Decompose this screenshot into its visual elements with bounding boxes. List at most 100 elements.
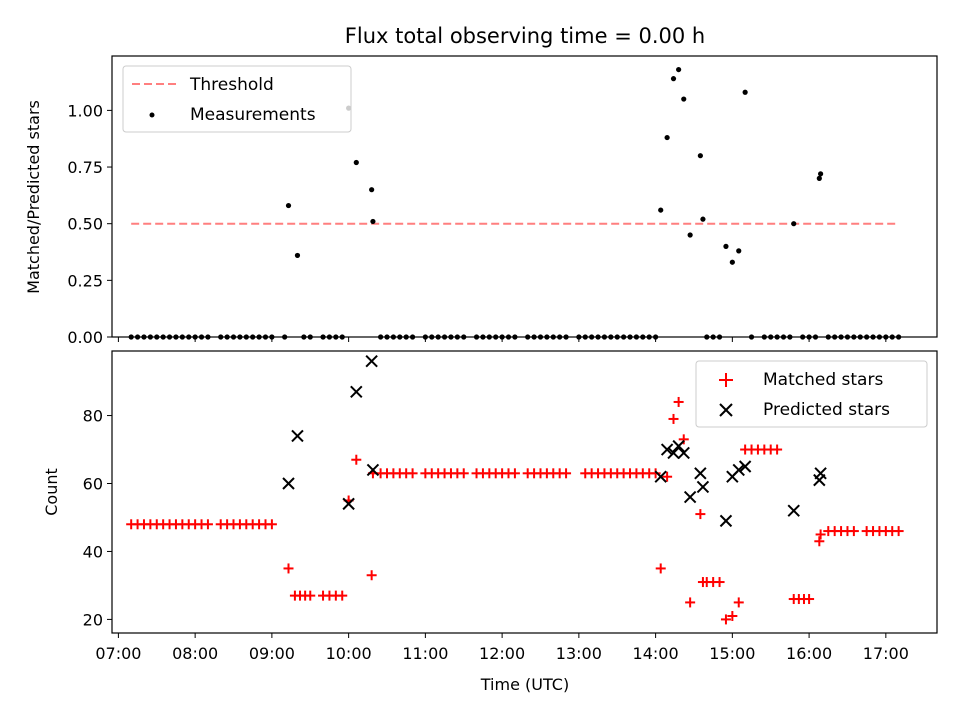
x-tick-label: 16:00: [786, 644, 832, 663]
matched-star-point: [673, 396, 684, 407]
predicted-star-point: [350, 385, 363, 398]
measurement-point: [370, 218, 376, 225]
predicted-star-point: [677, 446, 690, 460]
matched-star-point: [685, 597, 696, 608]
predicted-star-point: [282, 477, 295, 490]
bottom-plot-frame: [111, 350, 938, 634]
matched-star-point: [662, 471, 673, 482]
x-tick-label: 13:00: [556, 644, 602, 663]
x-tick-label: 08:00: [172, 644, 218, 663]
bottom-legend-box: [695, 360, 928, 428]
x-tick-label: 14:00: [633, 644, 679, 663]
predicted-star-point: [814, 467, 827, 480]
top-y-tick-label: 0.75: [67, 158, 103, 177]
top-y-tick-label: 0.50: [67, 215, 103, 234]
matched-star-point: [733, 597, 744, 608]
measurement-point: [687, 232, 693, 238]
top-chart-title: Flux total observing time = 0.00 h: [345, 24, 705, 48]
bottom-x-ticks: 07:00 08:00 09:00 10:00 11:00 12:00 13:00 14:00…: [95, 633, 909, 663]
measurement-point: [816, 175, 822, 181]
matched-star-point: [458, 468, 469, 479]
measurement-point: [294, 252, 301, 259]
matched-star-point: [351, 454, 362, 465]
measurement-point: [676, 66, 682, 73]
x-tick-label: 09:00: [249, 644, 295, 663]
matched-star-point: [727, 611, 738, 622]
matched-star-point: [772, 444, 783, 455]
predicted-star-point: [366, 463, 380, 477]
matched-star-point: [814, 536, 825, 547]
top-y-tick-label: 0.00: [67, 328, 103, 347]
predicted-stars-points: [282, 354, 827, 528]
top-y-tick-label: 0.25: [67, 271, 103, 290]
x-axis-label: Time (UTC): [480, 675, 569, 694]
predicted-star-point: [719, 514, 733, 528]
x-tick-label: 15:00: [709, 644, 755, 663]
matched-star-point: [650, 468, 661, 479]
matched-star-point: [266, 519, 277, 530]
predicted-star-point: [683, 490, 697, 504]
bottom-y-tick-label: 40: [83, 542, 103, 561]
predicted-star-point: [667, 446, 680, 460]
matched-star-point: [714, 577, 725, 588]
matched-star-point: [202, 519, 213, 530]
predicted-star-point: [365, 354, 378, 368]
measurement-point: [742, 89, 748, 95]
matched-star-point: [720, 614, 731, 625]
measurement-point: [791, 221, 797, 227]
x-tick-label: 17:00: [863, 644, 909, 663]
measurement-point: [818, 171, 824, 177]
legend-matched-swatch: [719, 373, 733, 387]
top-plot-frame: [111, 55, 938, 338]
matched-star-point: [366, 570, 377, 581]
measurement-point: [700, 216, 706, 222]
legend-threshold-label: Threshold: [189, 75, 274, 95]
matched-star-point: [407, 468, 418, 479]
x-tick-label: 12:00: [479, 644, 525, 663]
bottom-y-ticks: 20 40 60 80: [83, 407, 112, 629]
top-x-ticks: [117, 337, 887, 342]
measurement-point: [729, 259, 735, 265]
legend-predicted-swatch: [719, 403, 733, 417]
top-y-ticks: 0.00 0.25 0.50 0.75 1.00: [67, 101, 112, 347]
measurement-point: [723, 243, 729, 249]
legend-measurements-label: Measurements: [190, 105, 316, 125]
matched-star-point: [695, 509, 706, 520]
x-tick-label: 10:00: [326, 644, 372, 663]
measurement-point: [664, 134, 670, 141]
measurement-point: [369, 187, 375, 193]
bottom-y-tick-label: 20: [83, 610, 103, 629]
bottom-legend: Matched stars Predicted stars: [695, 360, 928, 428]
top-panel: Flux total observing time = 0.00 h Match…: [24, 24, 938, 347]
matched-star-point: [337, 590, 348, 601]
matched-star-point: [678, 434, 689, 445]
bottom-panel: Count Time (UTC) 20 40 60 80 07:00 08:00 09:0…: [42, 350, 938, 694]
legend-matched-label: Matched stars: [763, 370, 883, 390]
measurement-point: [670, 76, 677, 82]
x-tick-label: 11:00: [402, 644, 448, 663]
bottom-y-tick-label: 80: [83, 407, 103, 426]
matched-star-point: [305, 590, 316, 601]
predicted-star-point: [291, 429, 304, 443]
matched-stars-points: [126, 396, 904, 625]
top-y-axis-label: Matched/Predicted stars: [24, 100, 43, 294]
matched-star-point: [655, 563, 666, 574]
predicted-star-point: [732, 463, 745, 477]
matched-star-point: [804, 594, 815, 605]
predicted-star-point: [694, 467, 707, 480]
predicted-star-point: [738, 460, 752, 473]
measurement-point: [353, 159, 359, 166]
matched-star-point: [848, 526, 859, 537]
top-legend: Threshold Measurements: [122, 65, 352, 133]
x-tick-label: 07:00: [95, 644, 141, 663]
matched-star-point: [668, 413, 679, 424]
predicted-star-point: [342, 497, 355, 511]
predicted-star-point: [660, 443, 674, 456]
bottom-y-axis-label: Count: [42, 468, 61, 516]
measurement-point: [285, 202, 292, 209]
matched-star-point: [509, 468, 520, 479]
measurement-point: [697, 153, 703, 159]
legend-predicted-label: Predicted stars: [763, 400, 890, 420]
legend-measurements-swatch: [149, 112, 155, 118]
matched-star-point: [815, 529, 826, 540]
